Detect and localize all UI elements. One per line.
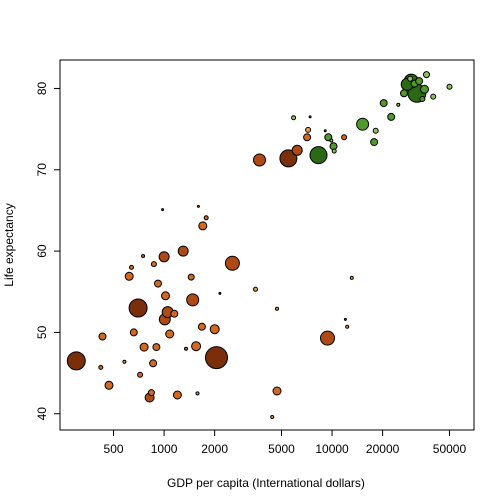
data-point — [329, 138, 334, 143]
data-point — [291, 144, 303, 156]
data-point — [329, 142, 338, 151]
data-point — [372, 127, 379, 134]
data-point — [137, 371, 144, 378]
data-point — [196, 204, 200, 208]
y-tick-label: 50 — [35, 325, 49, 339]
data-point — [400, 89, 408, 98]
y-tick-label: 80 — [35, 82, 49, 96]
data-point — [172, 390, 182, 400]
data-point — [66, 351, 86, 371]
data-point — [191, 341, 202, 352]
data-point — [430, 93, 437, 100]
data-point — [186, 293, 200, 307]
data-point — [407, 75, 414, 82]
data-point — [150, 261, 157, 268]
y-tick-label: 70 — [35, 163, 49, 177]
data-point — [147, 389, 155, 397]
plot-frame — [59, 59, 475, 431]
data-point — [303, 133, 312, 142]
data-point — [198, 221, 208, 231]
data-point — [122, 359, 127, 364]
data-point — [129, 328, 138, 337]
data-point — [253, 286, 258, 292]
y-axis-label: Life expectancy — [2, 203, 16, 286]
data-point — [279, 149, 298, 168]
data-point — [152, 343, 161, 352]
data-point — [308, 115, 312, 119]
data-point — [124, 271, 134, 281]
data-point — [104, 380, 114, 390]
data-point — [446, 83, 453, 90]
data-point — [305, 126, 312, 133]
data-point — [415, 77, 424, 86]
data-point — [165, 329, 175, 339]
data-point — [309, 146, 328, 165]
x-tick-label: 500 — [104, 442, 124, 456]
x-axis-label: GDP per capita (International dollars) — [167, 476, 365, 490]
data-point — [345, 324, 350, 329]
data-point — [420, 84, 429, 94]
data-point — [141, 254, 146, 258]
data-point — [158, 251, 170, 263]
data-point — [270, 415, 275, 419]
data-point — [341, 134, 348, 141]
data-point — [184, 346, 188, 351]
data-point — [379, 99, 388, 108]
data-point — [331, 148, 337, 154]
data-point — [139, 342, 149, 352]
data-point — [387, 112, 396, 121]
data-point — [209, 324, 220, 335]
data-point — [161, 291, 170, 301]
data-point — [128, 298, 148, 318]
data-point — [356, 117, 370, 131]
data-point — [323, 129, 327, 133]
data-point — [423, 71, 430, 79]
data-point — [187, 273, 195, 281]
y-tick-label: 60 — [35, 244, 49, 258]
y-tick-label: 40 — [35, 407, 49, 421]
data-point — [396, 102, 401, 107]
data-point — [253, 153, 266, 167]
x-tick-label: 2000 — [201, 442, 228, 456]
data-point — [343, 317, 347, 321]
y-axis: 40 50 60 70 80 — [35, 82, 61, 421]
data-point — [154, 279, 162, 288]
data-point — [161, 208, 165, 212]
x-tick-label: 5000 — [268, 442, 295, 456]
data-point — [419, 96, 426, 102]
data-point — [98, 332, 107, 341]
data-point — [203, 215, 209, 221]
data-point — [149, 359, 158, 368]
x-tick-label: 20000 — [366, 442, 400, 456]
data-point — [197, 322, 206, 331]
x-tick-label: 1000 — [151, 442, 178, 456]
data-point — [349, 275, 354, 280]
data-point — [195, 391, 200, 396]
data-point — [275, 306, 279, 311]
data-point — [291, 115, 297, 121]
x-tick-label: 50000 — [433, 442, 467, 456]
data-point — [320, 330, 335, 346]
x-tick-label: 10000 — [315, 442, 349, 456]
data-point — [129, 264, 134, 270]
data-point — [205, 346, 228, 370]
data-point — [224, 255, 240, 271]
x-axis: 500 1000 2000 5000 10000 20000 50000 — [104, 429, 467, 456]
data-point — [370, 138, 379, 147]
points-group — [66, 71, 453, 419]
data-point — [170, 309, 179, 318]
data-point — [177, 245, 189, 257]
data-point — [98, 364, 104, 370]
data-point — [218, 291, 222, 295]
data-point — [272, 386, 282, 396]
